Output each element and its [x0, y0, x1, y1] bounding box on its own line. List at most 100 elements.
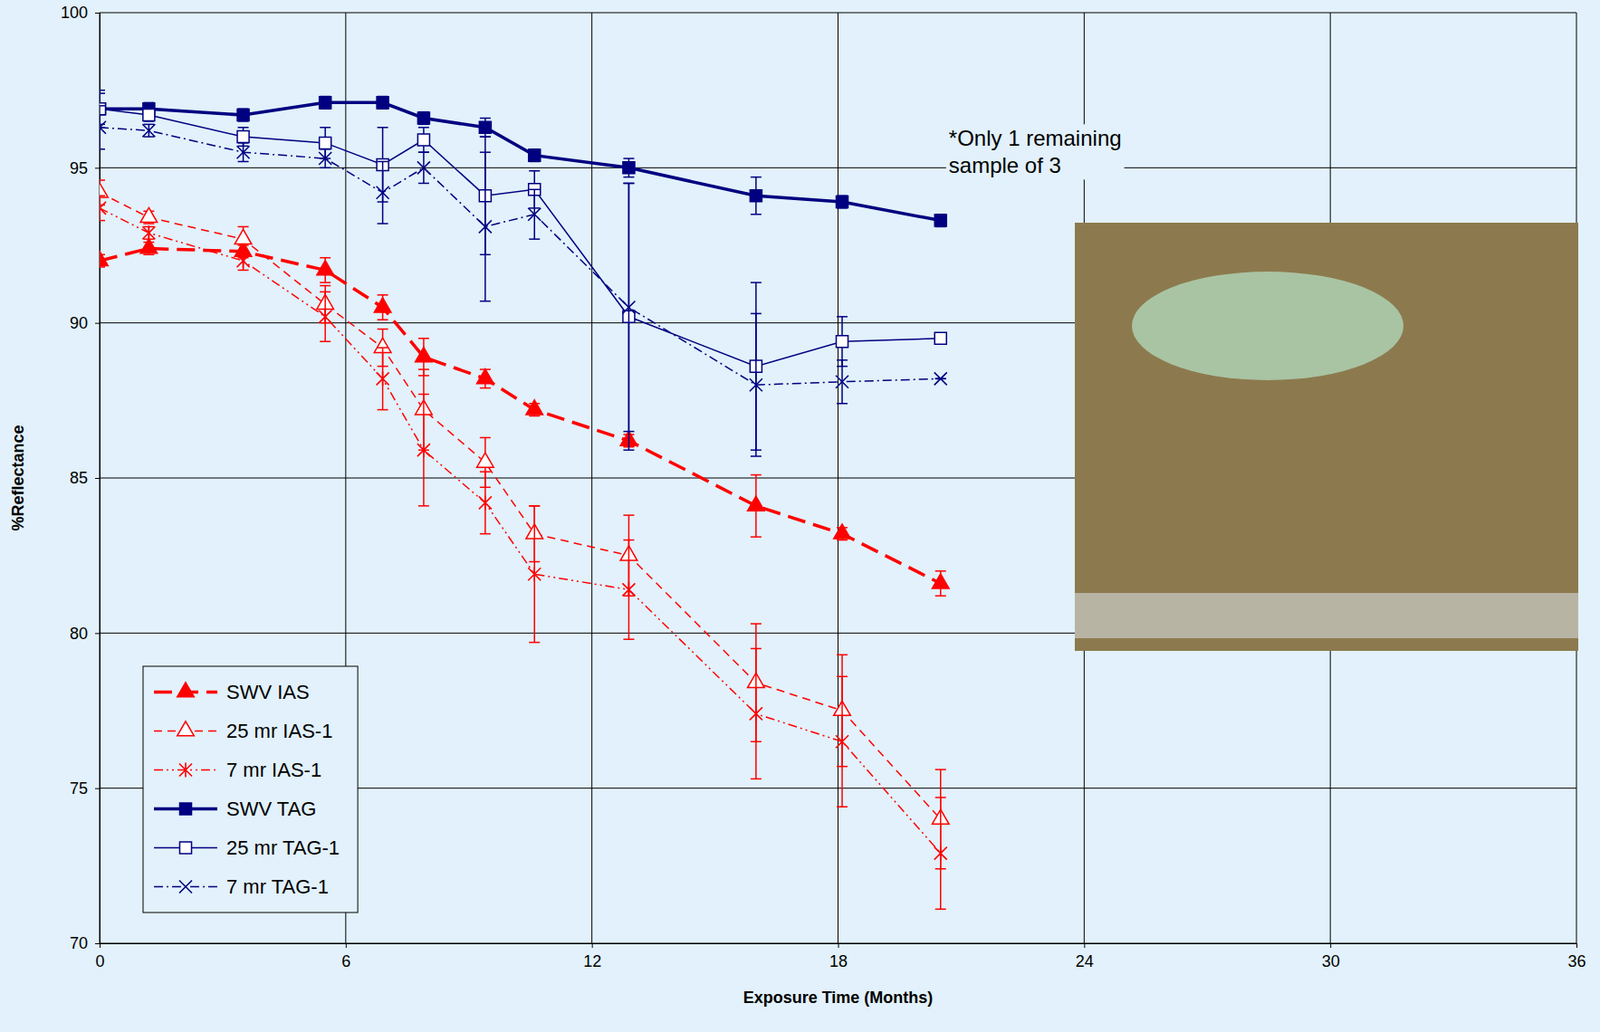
error-bar-cap — [479, 135, 491, 138]
marker — [836, 335, 849, 348]
grid-line-y — [99, 12, 1577, 14]
error-bar-cap — [750, 281, 762, 284]
marker — [749, 190, 762, 202]
annotation-background — [946, 124, 1125, 180]
y-tick-mark — [95, 12, 100, 14]
error-bar-cap — [836, 539, 848, 542]
marker — [237, 131, 250, 144]
marker — [836, 196, 849, 209]
y-tick: 85 — [69, 469, 100, 488]
error-bar-cap — [528, 641, 540, 644]
error-bar-cap — [377, 328, 389, 331]
error-bar-cap — [418, 126, 430, 129]
error-bar-stem — [628, 182, 631, 451]
error-bar-cap — [622, 514, 634, 517]
error-bar-cap — [99, 148, 106, 151]
x-tick-mark — [838, 943, 840, 949]
error-bar-cap — [750, 313, 762, 316]
y-axis: 707580859095100 — [60, 3, 101, 953]
error-bar-cap — [238, 269, 250, 272]
error-bar — [479, 152, 491, 301]
photo-frame — [1074, 222, 1579, 652]
marker — [237, 109, 250, 122]
y-tick-label: 90 — [69, 314, 88, 333]
x-tick: 24 — [1075, 943, 1094, 971]
series-line — [99, 108, 941, 366]
error-bar — [528, 189, 540, 240]
marker — [140, 239, 158, 254]
error-bar-cap — [836, 316, 848, 318]
error-bar-cap — [479, 300, 491, 303]
photo-inset — [1074, 222, 1579, 652]
error-bar — [143, 124, 154, 137]
y-tick-label: 85 — [69, 469, 88, 488]
error-bar-cap — [319, 285, 331, 288]
marker — [835, 734, 849, 749]
error-bar-cap — [750, 648, 762, 651]
x-tick-mark — [592, 943, 594, 949]
marker — [934, 214, 947, 227]
marker — [142, 124, 155, 137]
photo-ruler — [1074, 593, 1579, 639]
series — [99, 105, 948, 457]
error-bar-cap — [528, 505, 540, 508]
x-tick-label: 24 — [1075, 952, 1094, 971]
marker — [316, 260, 335, 276]
marker — [417, 112, 430, 125]
legend-label: 7 mr IAS-1 — [226, 758, 322, 782]
marker — [747, 496, 766, 511]
error-bar-cap — [750, 455, 762, 458]
error-bar-cap — [935, 570, 947, 573]
x-tick-mark — [345, 943, 347, 949]
series-line — [99, 127, 941, 385]
error-bar — [418, 152, 430, 183]
marker — [527, 208, 541, 221]
marker — [934, 372, 948, 385]
error-bar-cap — [319, 291, 331, 294]
marker — [479, 220, 492, 233]
y-tick: 80 — [69, 624, 100, 643]
error-bar-cap — [377, 222, 389, 225]
legend-entry: SWV IAS — [153, 680, 310, 704]
y-tick-label: 80 — [69, 624, 88, 643]
error-bar-cap — [238, 126, 250, 129]
legend-marker — [179, 803, 192, 815]
error-bar-cap — [143, 254, 154, 257]
error-bar-cap — [750, 474, 762, 477]
error-bar-cap — [99, 89, 106, 92]
series — [99, 239, 949, 597]
marker — [237, 253, 250, 269]
series — [99, 180, 949, 870]
marker — [526, 400, 544, 415]
error-bar-cap — [418, 393, 430, 396]
error-bar-cap — [418, 368, 430, 371]
marker — [479, 495, 492, 510]
series-line — [99, 102, 941, 221]
error-bar-cap — [377, 409, 389, 412]
marker — [527, 566, 541, 582]
error-bar-cap — [836, 676, 848, 679]
error-bar — [622, 540, 634, 641]
x-tick-mark — [1330, 943, 1332, 949]
error-bar-cap — [143, 222, 154, 225]
error-bar — [377, 347, 389, 411]
error-bar-cap — [238, 250, 250, 253]
x-tick-label: 18 — [829, 952, 848, 971]
legend-marker — [179, 763, 192, 778]
error-bar-cap — [99, 105, 106, 107]
marker — [477, 452, 495, 468]
error-bar — [836, 316, 848, 367]
error-bar-cap — [377, 346, 389, 349]
y-tick: 90 — [69, 314, 100, 333]
marker — [318, 309, 332, 325]
error-bar-cap — [528, 170, 540, 173]
error-bar — [836, 360, 848, 404]
error-bar — [622, 158, 634, 178]
y-tick-label: 95 — [69, 159, 88, 178]
series-line — [99, 248, 941, 584]
error-bar — [377, 161, 389, 224]
error-bar-cap — [479, 533, 491, 536]
legend-label: 25 mr TAG-1 — [226, 836, 340, 860]
legend-entry: SWV TAG — [153, 797, 317, 821]
y-tick-mark — [95, 323, 100, 325]
